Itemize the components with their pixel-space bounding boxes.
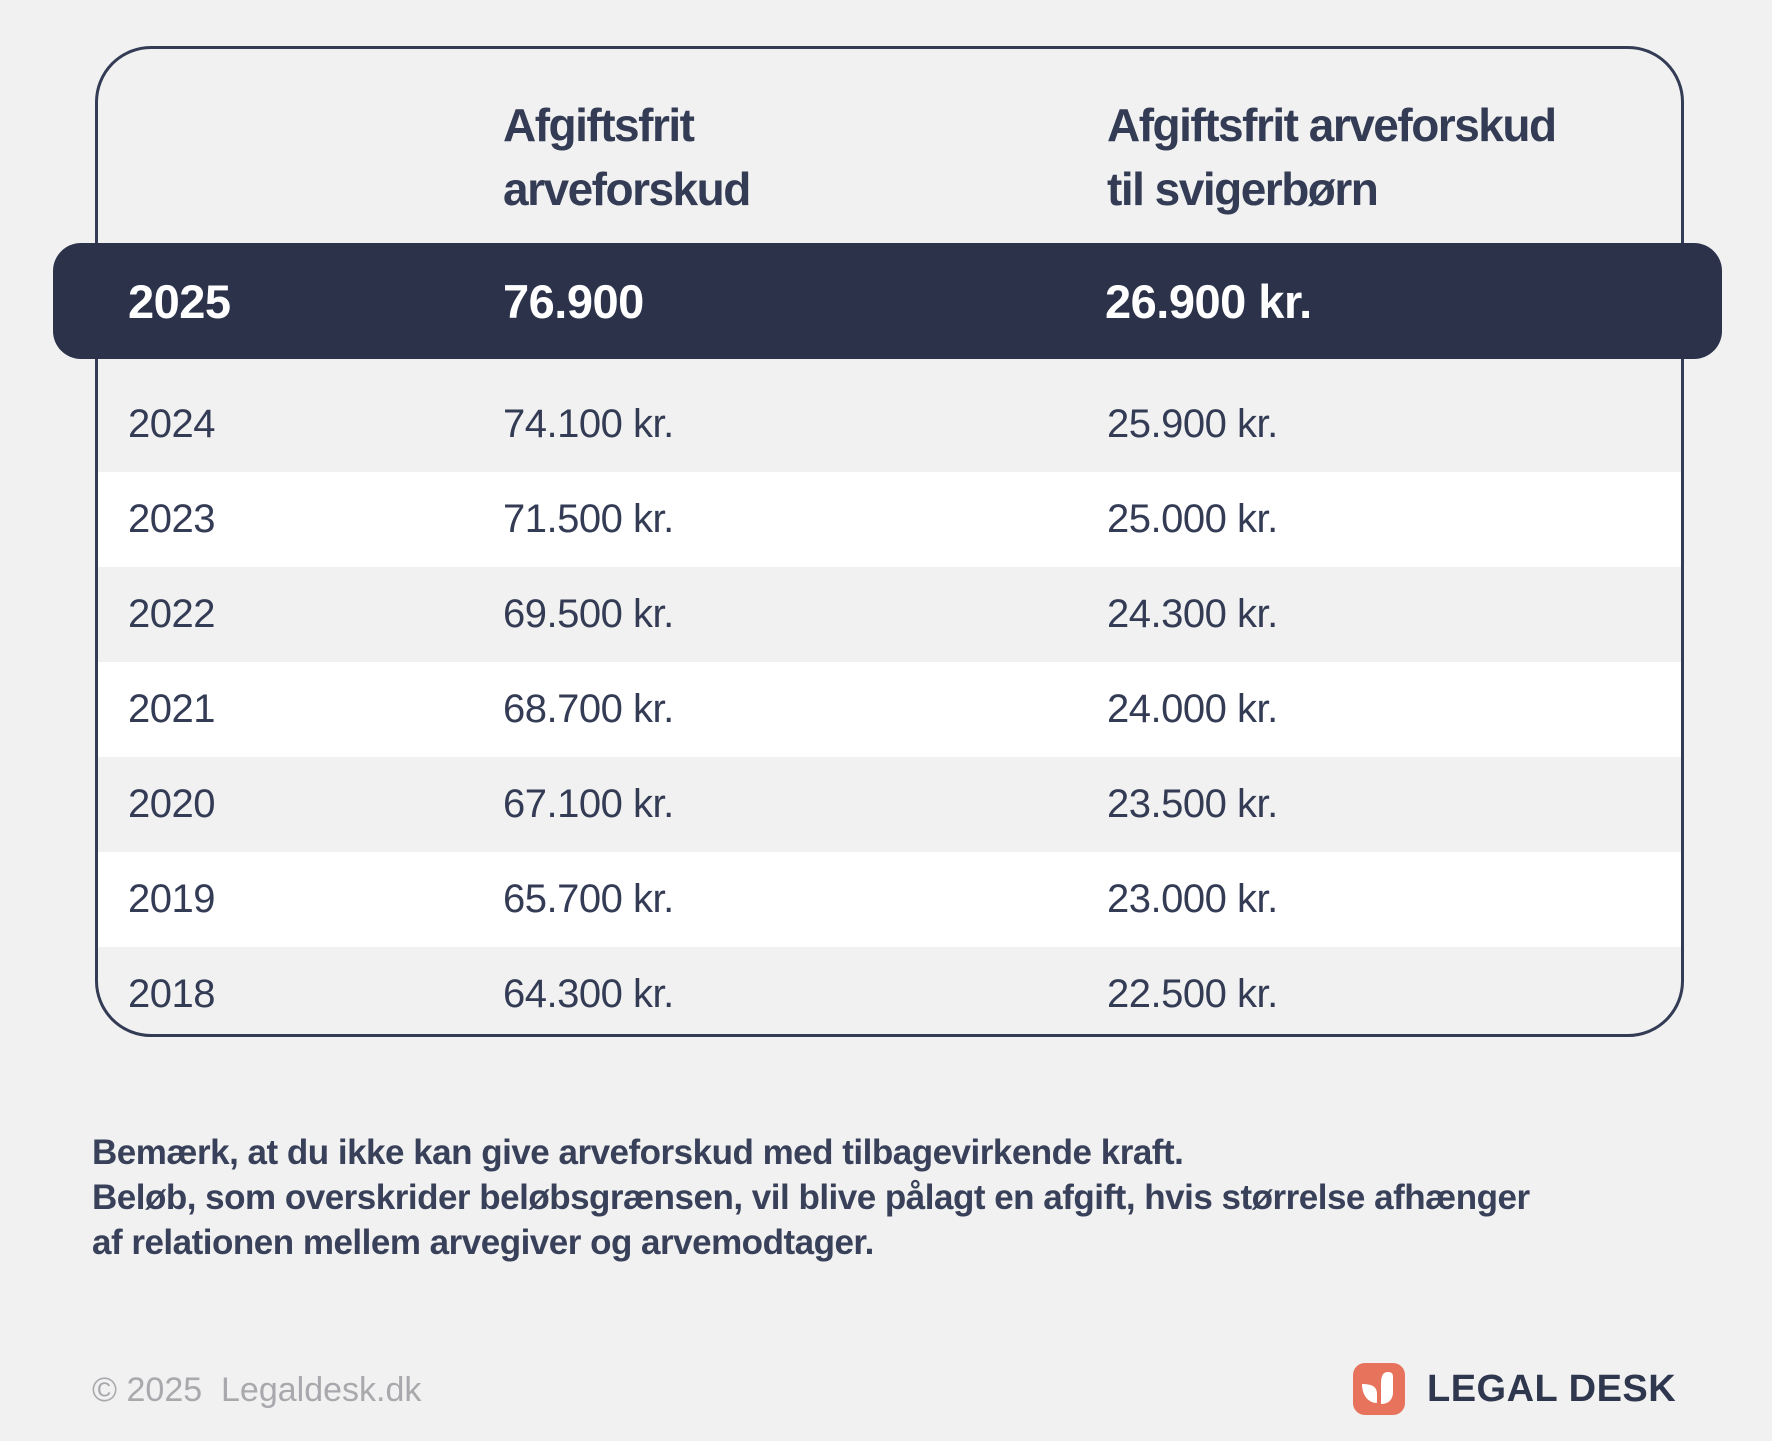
table-row: 2020 67.100 kr. 23.500 kr. [98,757,1681,852]
row-in-law-amount: 22.500 kr. [1107,972,1278,1016]
table-row: 2024 74.100 kr. 25.900 kr. [98,377,1681,472]
table-row: 2021 68.700 kr. 24.000 kr. [98,662,1681,757]
table-row: 2018 64.300 kr. 22.500 kr. [98,947,1681,1034]
row-in-law-amount: 23.000 kr. [1107,877,1278,921]
row-year: 2022 [128,592,215,636]
footnote-line: af relationen mellem arvegiver og arvemo… [92,1223,874,1262]
legal-desk-leaf-icon [1353,1363,1405,1415]
copyright-text: © 2025 Legaldesk.dk [92,1371,422,1409]
row-tax-free-amount: 68.700 kr. [503,687,674,731]
table-row: 2022 69.500 kr. 24.300 kr. [98,567,1681,662]
table-row: 2019 65.700 kr. 23.000 kr. [98,852,1681,947]
table-rows: 2024 74.100 kr. 25.900 kr. 2023 71.500 k… [98,377,1681,1034]
footnote: Bemærk, at du ikke kan give arveforskud … [92,1130,1530,1265]
rates-table-card: Afgiftsfrit arveforskud Afgiftsfrit arve… [95,46,1684,1037]
highlight-tax-free-amount: 76.900 [503,274,644,328]
row-tax-free-amount: 65.700 kr. [503,877,674,921]
row-tax-free-amount: 71.500 kr. [503,497,674,541]
row-year: 2018 [128,972,215,1016]
row-in-law-amount: 25.900 kr. [1107,402,1278,446]
row-tax-free-amount: 64.300 kr. [503,972,674,1016]
row-year: 2020 [128,782,215,826]
row-tax-free-amount: 67.100 kr. [503,782,674,826]
row-in-law-amount: 25.000 kr. [1107,497,1278,541]
column-header-in-laws: Afgiftsfrit arveforskud til svigerbørn [1107,99,1557,215]
highlighted-row-2025: 2025 76.900 26.900 kr. [53,243,1722,359]
row-tax-free-amount: 69.500 kr. [503,592,674,636]
row-year: 2024 [128,402,215,446]
row-tax-free-amount: 74.100 kr. [503,402,674,446]
highlight-year: 2025 [128,274,231,328]
row-in-law-amount: 24.300 kr. [1107,592,1278,636]
row-year: 2021 [128,687,215,731]
highlight-in-law-amount: 26.900 kr. [1105,274,1312,328]
row-year: 2019 [128,877,215,921]
footnote-line: Bemærk, at du ikke kan give arveforskud … [92,1133,1184,1172]
column-header-tax-free: Afgiftsfrit arveforskud [503,99,751,215]
row-in-law-amount: 23.500 kr. [1107,782,1278,826]
table-row: 2023 71.500 kr. 25.000 kr. [98,472,1681,567]
footnote-line: Beløb, som overskrider beløbsgrænsen, vi… [92,1178,1530,1217]
legal-desk-logo: LEGAL DESK [1353,1363,1676,1415]
legal-desk-wordmark: LEGAL DESK [1427,1367,1677,1410]
row-in-law-amount: 24.000 kr. [1107,687,1278,731]
row-year: 2023 [128,497,215,541]
